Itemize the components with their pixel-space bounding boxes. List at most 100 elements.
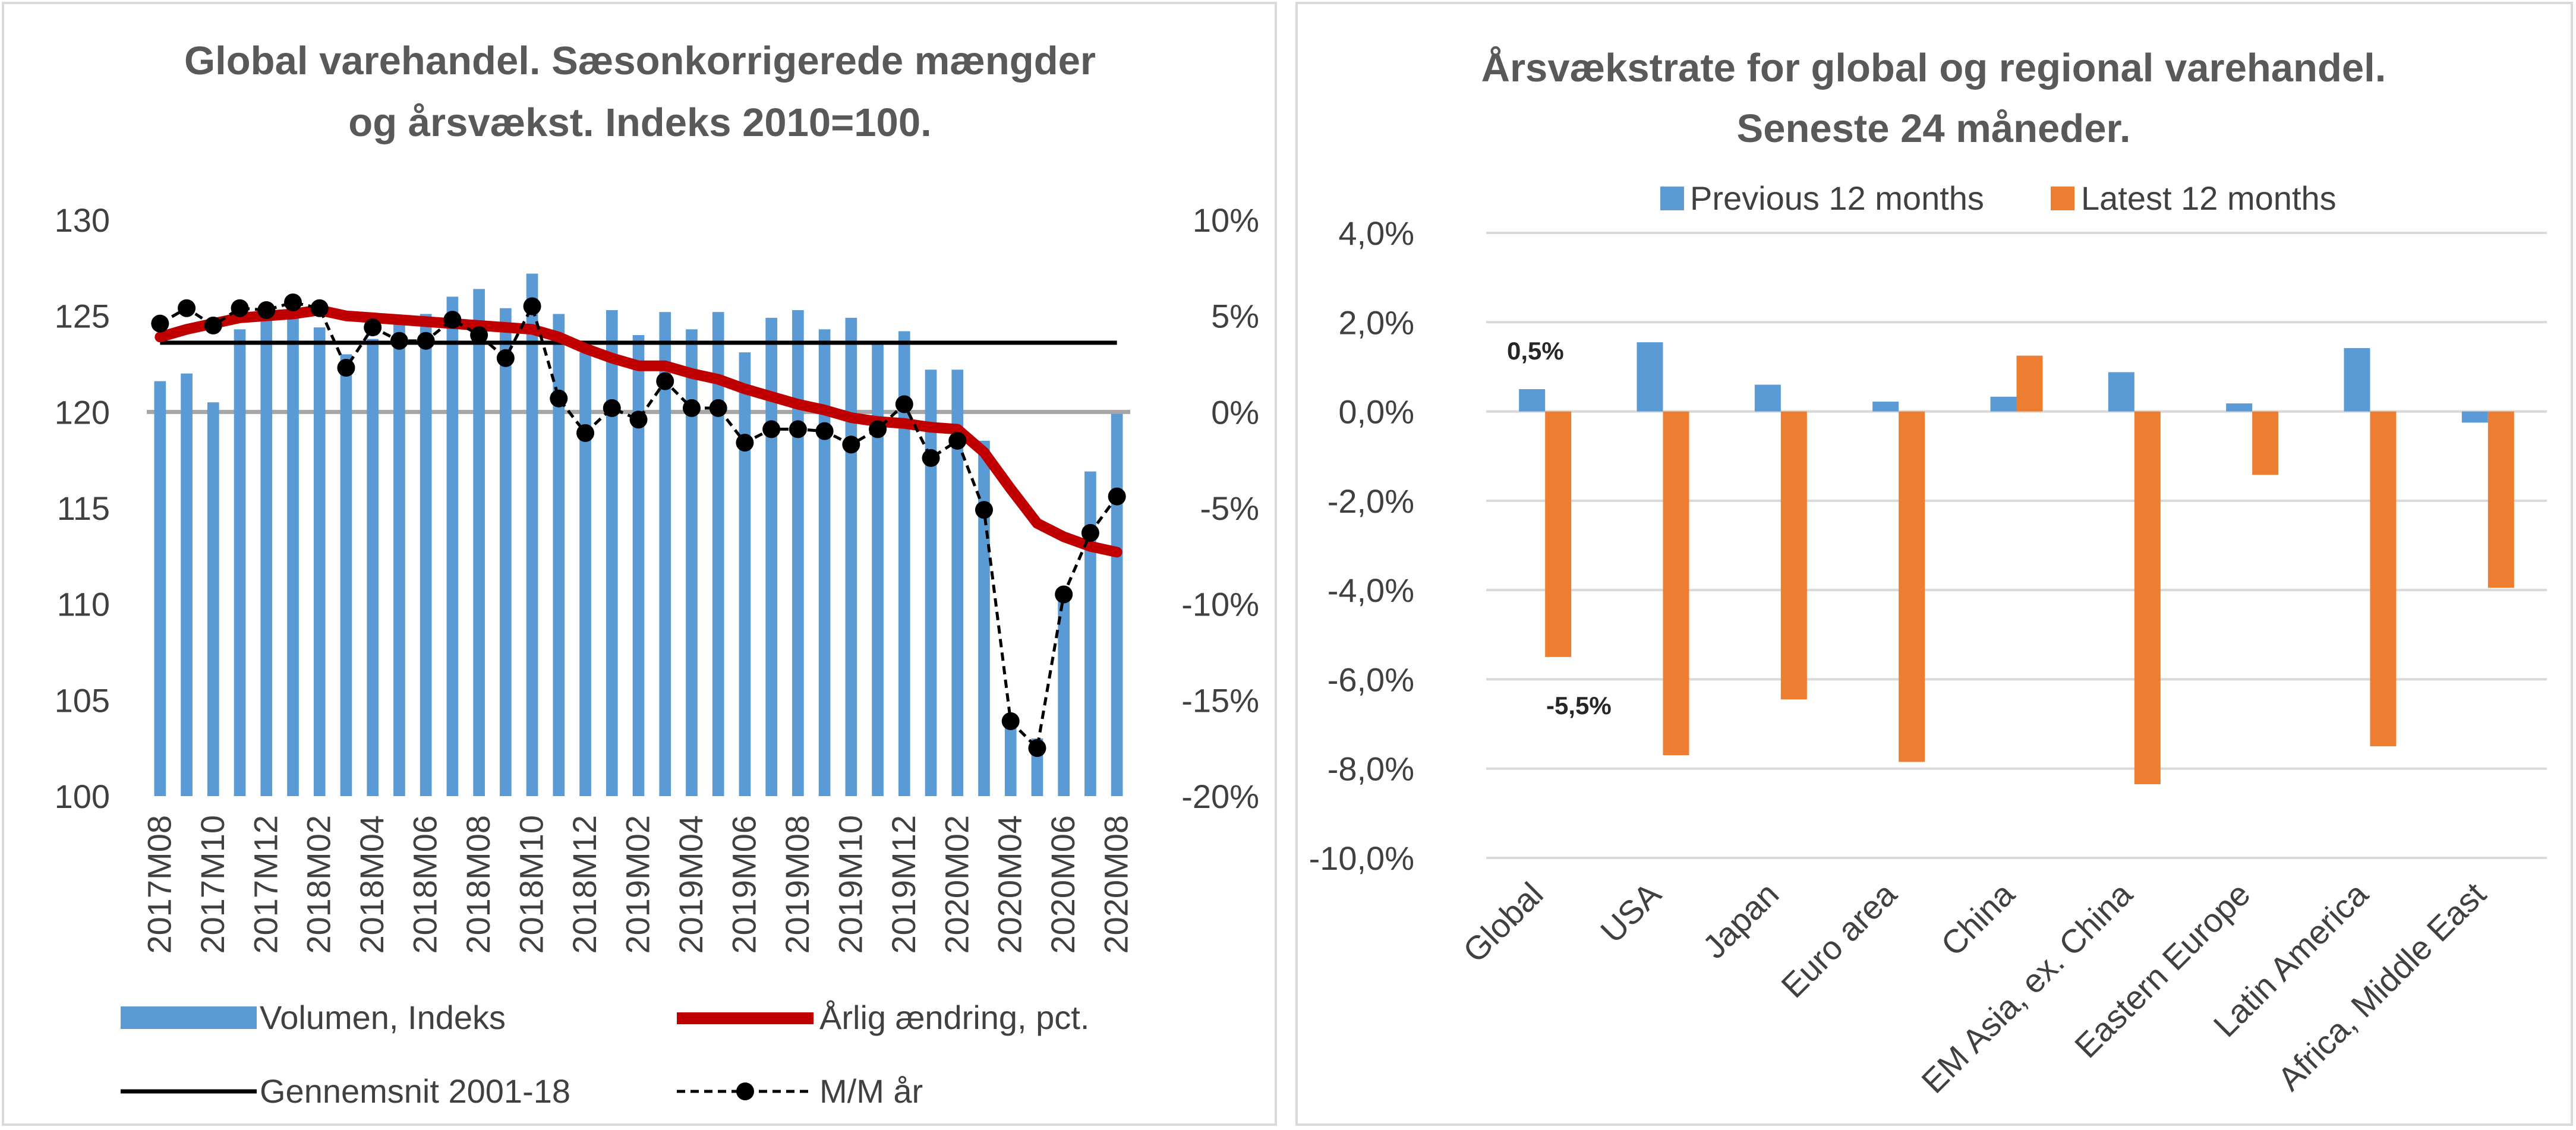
chart-left-lines <box>151 293 1126 757</box>
marker-mm <box>762 420 781 438</box>
bar-volume <box>818 329 831 796</box>
x-tick-label: Euro area <box>1774 875 1904 1005</box>
y-tick-label: -2,0% <box>1328 482 1414 520</box>
bar-volume <box>340 354 352 796</box>
legend-label-mm: M/M år <box>819 1072 923 1110</box>
x-tick-label: Japan <box>1695 875 1786 965</box>
chart-right-bars <box>1519 342 2514 785</box>
x-tick-label: 2018M12 <box>566 815 603 954</box>
marker-mm <box>975 501 993 519</box>
legend-label-average: Gennemsnit 2001-18 <box>260 1072 570 1110</box>
bar-volume <box>420 314 432 796</box>
bar-volume <box>500 308 512 796</box>
chart-panel-left: Global varehandel. Sæsonkorrigerede mæng… <box>2 2 1277 1126</box>
chart-right-y-ticks: 4,0% 2,0% 0,0% -2,0% -4,0% -6,0% -8,0% -10,0% <box>1309 214 1414 877</box>
legend-swatch-previous <box>1660 187 1684 210</box>
marker-mm <box>550 389 568 408</box>
bar-volume <box>207 402 219 796</box>
chart-right-title-line-2: Seneste 24 måneder. <box>1737 106 2131 151</box>
bar-volume <box>1084 471 1096 796</box>
bar-latest <box>2016 355 2043 412</box>
bar-volume <box>579 352 591 796</box>
y-tick-label: 0,0% <box>1338 393 1414 431</box>
y-tick-label: -8,0% <box>1328 750 1414 788</box>
chart-left-title-line-1: Global varehandel. Sæsonkorrigerede mæng… <box>184 39 1096 83</box>
chart-left-bars <box>154 273 1123 796</box>
legend-label-previous: Previous 12 months <box>1690 179 1984 217</box>
y-tick-right-label: -15% <box>1181 681 1259 719</box>
bar-previous <box>2461 411 2488 423</box>
marker-mm <box>496 349 515 367</box>
data-label-global-latest: -5,5% <box>1546 692 1612 719</box>
y-tick-right-label: -5% <box>1200 490 1259 527</box>
x-tick-label: 2019M10 <box>831 815 869 954</box>
marker-mm <box>178 299 196 317</box>
legend-swatch-volume <box>121 1006 257 1029</box>
marker-mm <box>523 297 541 315</box>
chart-left-title-line-2: og årsvækst. Indeks 2010=100. <box>348 100 931 145</box>
bar-volume <box>367 339 379 796</box>
x-tick-label: 2019M02 <box>619 815 657 954</box>
legend-label-volume: Volumen, Indeks <box>260 999 506 1036</box>
x-tick-label: 2020M04 <box>991 815 1029 954</box>
marker-mm <box>151 314 169 333</box>
marker-mm <box>204 316 222 334</box>
marker-mm <box>709 399 727 417</box>
bar-volume <box>393 323 405 796</box>
bar-volume <box>446 296 459 796</box>
y-tick-right-label: 5% <box>1211 298 1259 335</box>
chart-left-x-ticks: 2017M08 2017M10 2017M12 2018M02 2018M04 2018M… <box>140 815 1134 954</box>
bar-previous <box>1754 384 1781 412</box>
bar-volume <box>872 340 884 796</box>
bar-latest <box>1899 411 1925 762</box>
marker-mm <box>736 434 754 452</box>
bar-previous <box>1990 396 2017 412</box>
bar-previous <box>2108 372 2134 412</box>
bar-latest <box>1780 411 1807 700</box>
x-tick-label: 2017M10 <box>194 815 231 954</box>
marker-mm <box>337 358 355 377</box>
data-label-global-previous: 0,5% <box>1507 337 1564 365</box>
y-tick-right-label: 0% <box>1211 393 1259 431</box>
marker-mm <box>443 311 462 329</box>
marker-mm <box>390 332 408 350</box>
marker-mm <box>364 318 382 337</box>
bar-volume <box>154 381 166 796</box>
bar-latest <box>2252 411 2279 475</box>
x-tick-label: China <box>1934 875 2022 963</box>
bar-volume <box>686 329 698 796</box>
marker-mm <box>1001 712 1020 730</box>
chart-right-svg: Årsvækstrate for global og regional vare… <box>1309 46 2547 1100</box>
bar-volume <box>1058 600 1070 796</box>
y-tick-left-label: 115 <box>57 490 110 527</box>
y-tick-label: 4,0% <box>1338 214 1414 252</box>
bar-volume <box>234 329 246 796</box>
marker-mm <box>682 399 701 417</box>
marker-mm <box>231 299 249 317</box>
bar-volume <box>925 370 937 796</box>
bar-volume <box>632 335 645 796</box>
bar-previous <box>1519 389 1546 412</box>
bar-latest <box>2134 411 2161 785</box>
bar-latest <box>1663 411 1689 756</box>
marker-mm <box>310 299 329 317</box>
bar-volume <box>1111 414 1123 796</box>
x-tick-label: 2017M12 <box>247 815 284 954</box>
legend-swatch-latest <box>2051 187 2074 210</box>
marker-mm <box>1081 524 1099 542</box>
marker-mm <box>1055 585 1073 604</box>
x-tick-label: EM Asia, ex. China <box>1914 875 2140 1100</box>
legend-label-annual-change: Årlig ændring, pct. <box>819 999 1089 1036</box>
bar-volume <box>473 289 485 796</box>
bar-previous <box>1637 342 1663 412</box>
bar-latest <box>2487 411 2514 588</box>
marker-mm <box>257 301 276 319</box>
x-tick-label: 2018M06 <box>406 815 444 954</box>
marker-mm <box>576 424 595 442</box>
legend-marker-mm <box>736 1082 754 1100</box>
bar-volume <box>978 440 990 796</box>
bar-volume <box>181 373 193 796</box>
y-tick-right-label: -10% <box>1181 586 1259 623</box>
bar-latest <box>2370 411 2397 747</box>
bar-volume <box>898 331 910 796</box>
